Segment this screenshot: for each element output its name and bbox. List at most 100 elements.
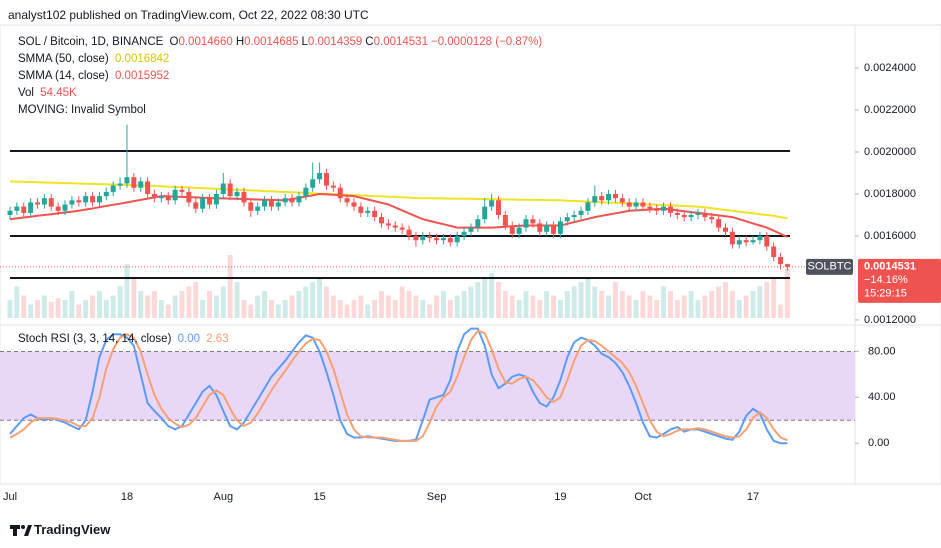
candle-body: [434, 238, 440, 241]
candle-body: [35, 202, 41, 205]
x-tick-label: Sep: [427, 491, 447, 503]
candle-body: [454, 235, 460, 243]
candle-body: [83, 196, 89, 203]
candle-body: [193, 202, 199, 209]
price-tag-text: 15:29:15: [864, 288, 907, 300]
x-tick-label: 19: [554, 491, 566, 503]
volume-legend: Vol 54.45K: [18, 87, 80, 99]
candle-body: [28, 202, 34, 213]
volume-bar: [530, 295, 536, 318]
x-tick-label: Oct: [634, 491, 651, 503]
candle-body: [207, 198, 213, 205]
volume-bar: [482, 277, 488, 318]
volume-bar: [303, 286, 309, 318]
volume-bar: [186, 286, 192, 318]
candle-body: [612, 193, 618, 199]
volume-bar: [289, 295, 295, 318]
band-fill: [0, 351, 855, 421]
price-tag-text: 0.0014531: [864, 261, 916, 273]
candle-body: [41, 198, 47, 205]
volume-bar: [688, 291, 694, 318]
candle-body: [509, 225, 515, 234]
candle-body: [275, 202, 281, 207]
volume-bar: [757, 286, 763, 318]
candle-body: [619, 198, 625, 203]
volume-bar: [296, 291, 302, 318]
candle-body: [220, 183, 226, 194]
candle-body: [48, 198, 54, 207]
volume-bar: [124, 264, 130, 318]
volume-bar: [489, 273, 495, 318]
candle-body: [475, 219, 481, 228]
note-text: MOVING: Invalid Symbol: [18, 104, 146, 116]
candle-body: [110, 185, 116, 192]
volume-bar: [509, 295, 515, 318]
candle-body: [303, 187, 309, 197]
volume-bar: [234, 282, 240, 318]
price-tag-bg: [858, 258, 941, 303]
volume-bar: [551, 295, 557, 318]
candle-body: [379, 217, 385, 224]
candle-body: [310, 179, 316, 188]
note: MOVING: Invalid Symbol: [18, 104, 149, 116]
candle-body: [723, 227, 729, 232]
volume-bar: [633, 300, 639, 318]
candle-body: [351, 202, 357, 207]
volume-bar: [544, 291, 550, 318]
volume-bar: [468, 286, 474, 318]
volume-bar: [743, 295, 749, 318]
legend-name: Stoch RSI (3, 3, 14, 14, close): [18, 333, 172, 345]
candle-body: [571, 214, 577, 218]
candle-body: [406, 229, 412, 236]
candle-body: [399, 227, 405, 230]
volume-bar: [310, 282, 316, 318]
volume-bar: [337, 300, 343, 318]
volume-bar: [723, 282, 729, 318]
candle-body: [736, 240, 742, 245]
stoch-legend: Stoch RSI (3, 3, 14, 14, close) 0.00 2.6…: [18, 333, 232, 345]
volume-bar: [729, 291, 735, 318]
volume-bar: [138, 291, 144, 318]
candle-body: [695, 212, 701, 215]
y-tick-label: 0.0016000: [864, 230, 916, 242]
legend-name: SMMA (50, close): [18, 53, 109, 65]
ohlc-value: 0.0014685: [244, 36, 299, 48]
candle-body: [778, 256, 784, 265]
volume-bar: [213, 295, 219, 318]
candle-body: [757, 235, 763, 241]
candle-body: [489, 200, 495, 207]
logo-part: [13, 525, 17, 536]
candle-body: [661, 206, 667, 211]
candle-body: [358, 206, 364, 213]
candle-body: [688, 214, 694, 218]
change-value: −0.0000128 (−0.87%): [430, 36, 543, 48]
candle-body: [784, 264, 790, 267]
volume-bar: [14, 286, 20, 318]
candle-body: [447, 238, 453, 243]
ohlc-value: 0.0014359: [307, 36, 363, 48]
volume-bar: [131, 277, 137, 318]
x-tick-label: 15: [313, 491, 325, 503]
volume-bar: [399, 286, 405, 318]
candle-body: [606, 193, 612, 201]
volume-bar: [103, 300, 109, 318]
candle-body: [771, 246, 777, 257]
candle-body: [96, 196, 102, 203]
candle-body: [674, 212, 680, 215]
symbol-tag-bg: [806, 258, 853, 275]
ohlc-key: C: [365, 36, 374, 48]
volume-bar: [7, 300, 13, 318]
volume-bar: [96, 291, 102, 318]
volume-bar: [606, 295, 612, 318]
candle-body: [21, 206, 27, 213]
candle-body: [323, 173, 329, 186]
price-legend: SOL / Bitcoin, 1D, BINANCE O0.0014660 H0.…: [18, 36, 545, 48]
candle-body: [578, 210, 584, 215]
volume-bar: [275, 304, 281, 318]
volume-bar: [392, 300, 398, 318]
volume-bar: [516, 300, 522, 318]
y-tick-label: 0.0012000: [864, 314, 916, 326]
legend-name: Vol: [18, 87, 34, 99]
candle-body: [750, 240, 756, 243]
volume-bar: [41, 295, 47, 318]
